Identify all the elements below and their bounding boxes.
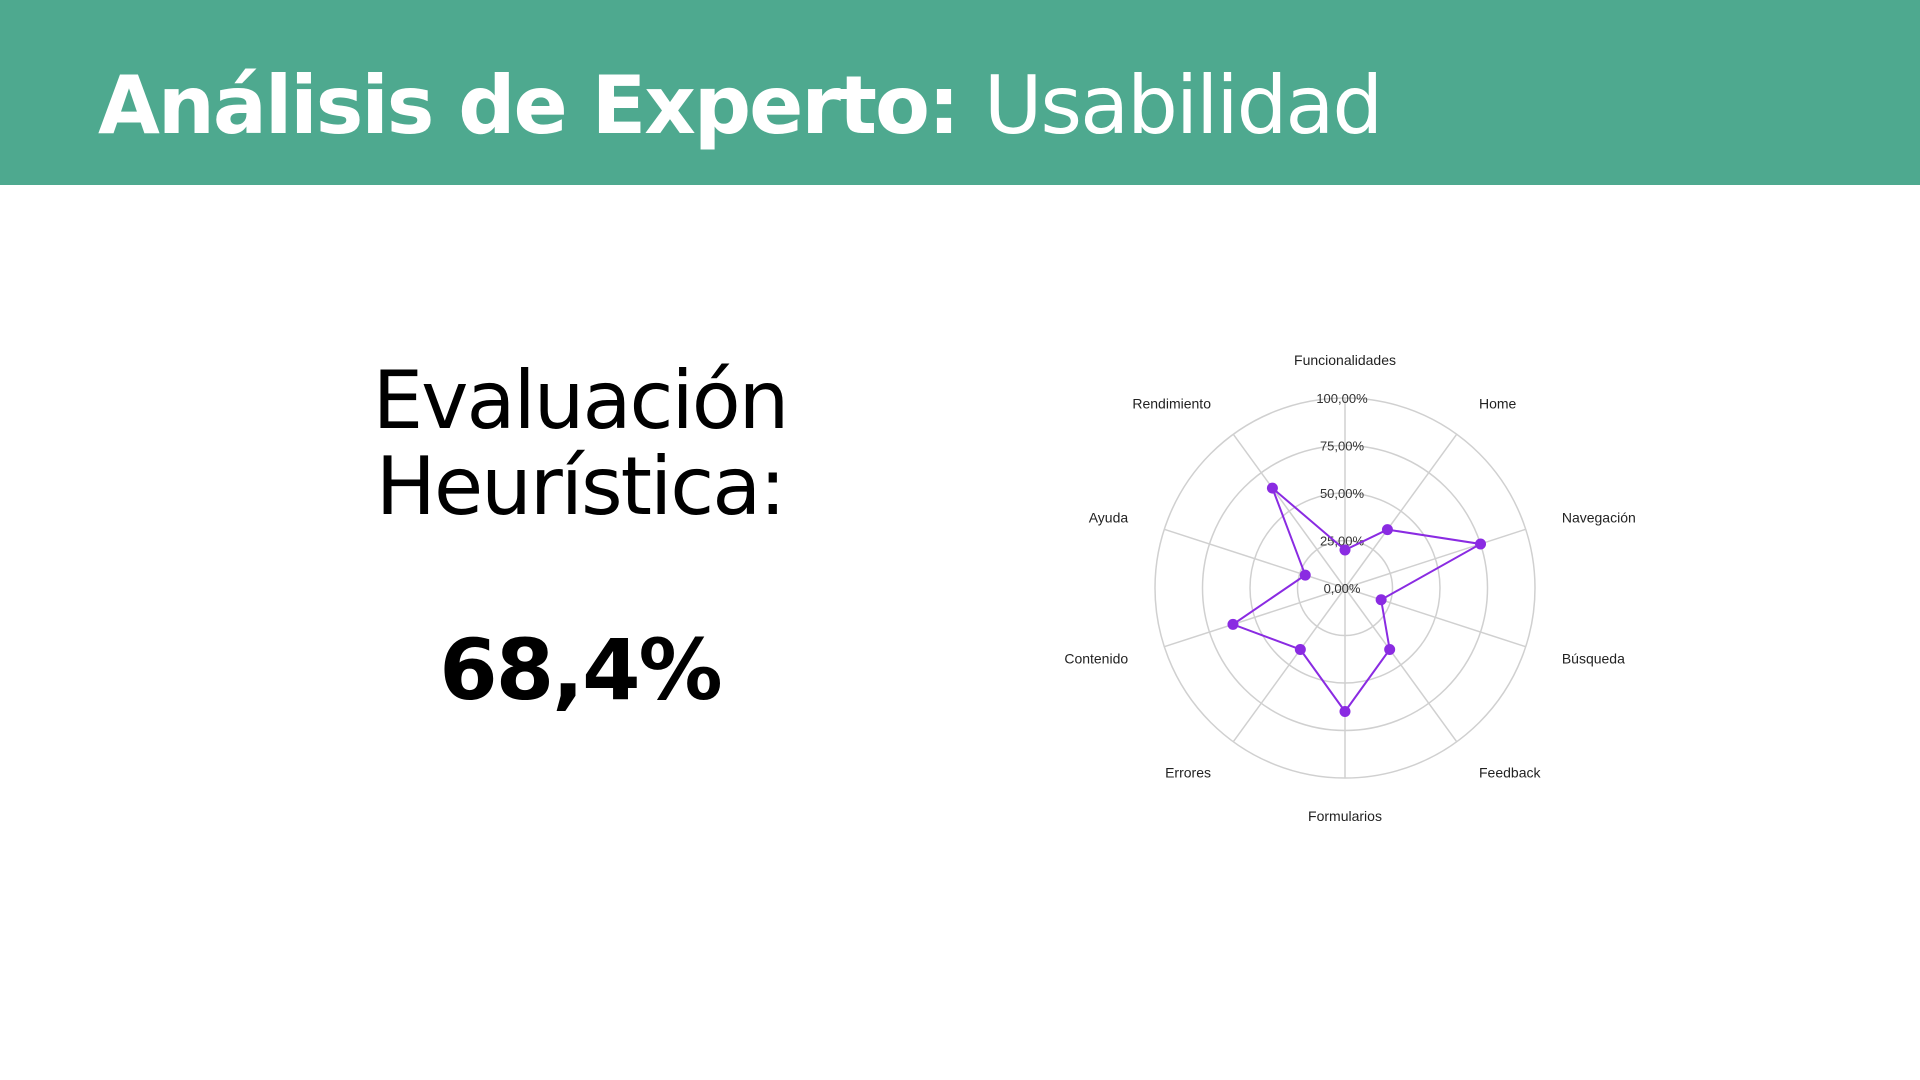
grid-spoke [1164, 587, 1346, 648]
data-point [1339, 544, 1351, 556]
page-title: Análisis de Experto: Usabilidad [98, 58, 1383, 154]
axis-label: Rendimiento [1132, 396, 1211, 412]
axis-label: Formularios [1308, 808, 1382, 824]
evaluation-label: Evaluación Heurística: [250, 358, 910, 530]
axis-label: Navegación [1562, 510, 1636, 526]
evaluation-score: 68,4% [439, 621, 722, 719]
radial-tick-label: 50,00% [1320, 486, 1365, 501]
data-point [1266, 482, 1278, 494]
evaluation-label-line1: Evaluación [372, 354, 790, 447]
data-point [1375, 594, 1387, 606]
axis-label: Ayuda [1089, 510, 1129, 526]
data-point [1299, 569, 1311, 581]
title-bold: Análisis de Experto: [98, 59, 960, 152]
data-point [1381, 524, 1393, 536]
data-point [1227, 618, 1239, 630]
grid-spoke [1164, 528, 1346, 589]
series-line [1230, 487, 1484, 714]
data-point [1475, 538, 1487, 550]
axis-label: Home [1479, 396, 1517, 412]
title-light: Usabilidad [983, 59, 1383, 152]
grid-spoke [1232, 433, 1346, 589]
data-point [1339, 706, 1351, 717]
radial-tick-label: 100,00% [1316, 391, 1368, 406]
axis-label: Funcionalidades [1294, 352, 1396, 368]
axis-label: Contenido [1064, 650, 1128, 666]
data-point [1294, 643, 1306, 655]
radial-tick-label: 75,00% [1320, 439, 1365, 454]
radial-tick-label: 0,00% [1324, 581, 1361, 596]
grid-spoke [1344, 433, 1458, 589]
axis-label: Búsqueda [1562, 650, 1625, 666]
grid-spoke [1344, 587, 1526, 648]
axis-label: Feedback [1479, 764, 1541, 780]
radar-chart: 0,00%25,00%50,00%75,00%100,00%Funcionali… [1064, 352, 1636, 824]
data-point [1384, 643, 1396, 655]
axis-label: Errores [1165, 764, 1211, 780]
header-bar: Análisis de Experto: Usabilidad [0, 0, 1920, 185]
evaluation-label-line2: Heurística: [375, 440, 786, 533]
grid-spoke [1344, 528, 1526, 589]
grid-spoke [1232, 587, 1346, 743]
grid-spoke [1344, 587, 1458, 743]
